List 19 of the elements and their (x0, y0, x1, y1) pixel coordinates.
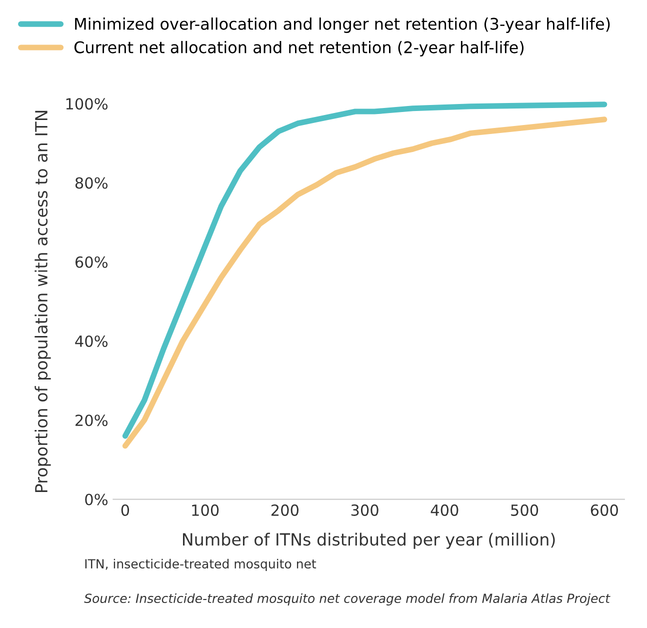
y-tick-label: 100% (66, 98, 108, 110)
x-tick-label: 400 (430, 504, 458, 516)
legend-label: Minimized over-allocation and longer net retention (3-year half-life) (75, 18, 610, 33)
x-tick-label: 600 (590, 504, 618, 516)
y-axis-title: Proportion of population with access to an ITN (34, 110, 51, 492)
legend-label: Current net allocation and net retention (2-year half-life) (74, 40, 524, 56)
x-tick-label: 100 (192, 504, 219, 516)
x-tick-label: 300 (351, 504, 378, 516)
x-tick-label: 500 (511, 504, 538, 516)
y-tick-label: 20% (76, 414, 108, 426)
x-axis-title: Number of ITNs distributed per year (million) (182, 532, 555, 549)
source-note: Source: Insecticide-treated mosquito net coverage model from Malaria Atlas Project (84, 593, 610, 606)
y-tick-label: 60% (75, 256, 108, 268)
y-tick-label: 0% (85, 494, 108, 506)
text: ITN, insecticide-treated mosquito net (85, 558, 316, 571)
y-tick-label: 40% (75, 335, 108, 348)
x-tick-label: 200 (271, 504, 298, 516)
x-tick-label: 0 (121, 504, 130, 516)
y-tick-label: 80% (75, 177, 108, 189)
